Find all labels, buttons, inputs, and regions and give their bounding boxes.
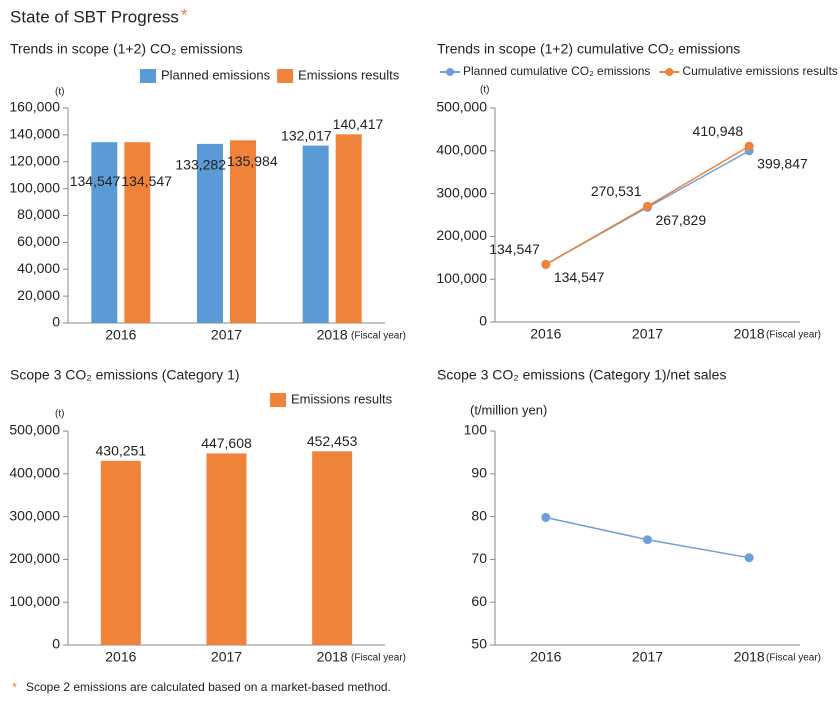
value-label: 430,251 (96, 443, 147, 459)
x-tick-label: 2016 (530, 326, 561, 342)
legend-label: Planned emissions (161, 67, 271, 82)
value-label: 134,547 (554, 269, 605, 285)
x-tick-label: 2017 (211, 327, 242, 343)
legend-label: Cumulative emissions results (682, 64, 837, 78)
y-tick-label: 50 (471, 636, 487, 652)
value-label: 399,847 (757, 156, 808, 172)
y-tick-label: 200,000 (9, 550, 60, 566)
legend-swatch (140, 69, 156, 83)
bar (124, 142, 151, 323)
legend-swatch-dot (446, 68, 454, 76)
x-tick-label: 2017 (211, 649, 242, 665)
y-tick-label: 140,000 (9, 126, 60, 142)
bar (197, 143, 223, 323)
value-label: 452,453 (307, 433, 358, 449)
value-label: 267,829 (656, 212, 707, 228)
bar (206, 453, 247, 645)
bar (312, 451, 353, 645)
y-axis-label: (t) (55, 409, 64, 420)
x-axis-label: (Fiscal year) (766, 653, 821, 664)
x-axis-label: (Fiscal year) (766, 330, 821, 341)
y-tick-label: 400,000 (436, 142, 487, 158)
legend-label: Emissions results (298, 67, 400, 82)
bar (302, 145, 329, 323)
value-label: 270,531 (591, 183, 642, 199)
y-axis-label: (t) (55, 87, 64, 98)
legend-label: Emissions results (291, 391, 393, 406)
y-tick-label: 80 (471, 507, 487, 523)
legend-swatch (270, 393, 286, 407)
value-label: 133,282 (175, 157, 226, 173)
y-tick-label: 300,000 (9, 507, 60, 523)
x-tick-label: 2016 (105, 649, 136, 665)
bar (335, 134, 362, 323)
x-tick-label: 2018 (317, 327, 348, 343)
x-tick-label: 2018 (734, 649, 765, 665)
chart-title: Trends in scope (1+2) CO₂ emissions (10, 41, 243, 57)
value-label: 447,608 (201, 435, 252, 451)
x-tick-label: 2016 (105, 327, 136, 343)
value-label: 410,948 (693, 123, 744, 139)
y-axis-label: (t/million yen) (470, 402, 547, 417)
y-tick-label: 0 (479, 313, 487, 329)
x-tick-label: 2018 (734, 326, 765, 342)
y-tick-label: 100,000 (436, 270, 487, 286)
chart-title: Trends in scope (1+2) cumulative CO₂ emi… (437, 41, 740, 57)
point (744, 141, 754, 151)
y-tick-label: 70 (471, 550, 487, 566)
x-tick-label: 2018 (317, 649, 348, 665)
bar (230, 140, 256, 323)
footnote: Scope 2 emissions are calculated based o… (26, 680, 391, 694)
point (643, 201, 652, 211)
y-axis-label: (t) (480, 85, 489, 96)
legend-swatch (277, 69, 294, 83)
point (744, 553, 754, 563)
value-label: 132,017 (281, 127, 332, 143)
bar (100, 460, 141, 645)
x-axis-label: (Fiscal year) (351, 653, 406, 664)
y-tick-label: 200,000 (436, 227, 487, 243)
x-axis-label: (Fiscal year) (351, 331, 406, 342)
y-tick-label: 100 (464, 422, 488, 438)
value-label: 135,984 (227, 153, 278, 169)
x-tick-label: 2017 (632, 649, 663, 665)
bar (91, 142, 118, 323)
chart-title: Scope 3 CO₂ emissions (Category 1) (10, 367, 240, 383)
point (541, 259, 551, 269)
point (541, 512, 551, 522)
value-label: 140,417 (333, 116, 384, 132)
y-tick-label: 80,000 (17, 206, 60, 222)
y-tick-label: 0 (52, 314, 60, 330)
y-tick-label: 60 (471, 593, 487, 609)
y-tick-label: 500,000 (436, 99, 487, 115)
y-tick-label: 160,000 (9, 99, 60, 115)
y-tick-label: 0 (52, 636, 60, 652)
y-tick-label: 20,000 (17, 287, 60, 303)
legend-label: Planned cumulative CO₂ emissions (463, 64, 650, 78)
y-tick-label: 300,000 (436, 184, 487, 200)
y-tick-label: 500,000 (9, 422, 60, 438)
page-title: State of SBT Progress (10, 7, 179, 26)
y-tick-label: 120,000 (9, 152, 60, 168)
y-tick-label: 400,000 (9, 465, 60, 481)
footnote-mark: * (12, 679, 17, 694)
value-label: 134,547 (121, 173, 172, 189)
value-label: 134,547 (489, 241, 540, 257)
title-mark: * (181, 5, 188, 24)
x-tick-label: 2016 (530, 649, 561, 665)
y-tick-label: 90 (471, 465, 487, 481)
y-tick-label: 100,000 (9, 593, 60, 609)
y-tick-label: 40,000 (17, 260, 60, 276)
value-label: 134,547 (70, 173, 121, 189)
x-tick-label: 2017 (632, 326, 663, 342)
y-tick-label: 100,000 (9, 179, 60, 195)
point (643, 535, 652, 545)
legend-swatch-dot (665, 68, 674, 76)
y-tick-label: 60,000 (17, 233, 60, 249)
chart-title: Scope 3 CO₂ emissions (Category 1)/net s… (437, 367, 726, 383)
